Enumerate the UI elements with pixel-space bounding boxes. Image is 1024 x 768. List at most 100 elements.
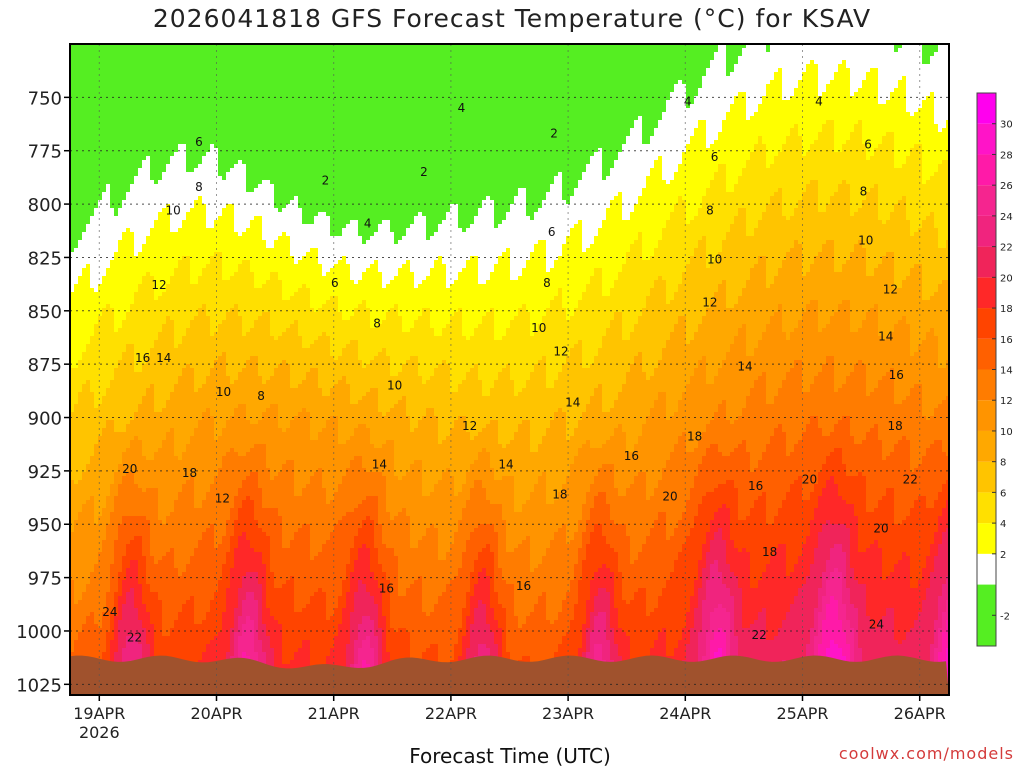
y-tick-label: 925 [28,462,62,483]
colorbar-band [977,246,996,278]
x-tick-label: 24APR [659,704,711,723]
colorbar-tick-label: 6 [1000,488,1006,499]
y-tick-label: 775 [28,142,62,163]
colorbar-band [977,584,996,646]
colorbar-band [977,185,996,216]
colorbar-tick-label: 4 [1000,519,1006,530]
contour-label: 10 [216,385,231,399]
temperature-field [70,44,949,695]
contour-label: 8 [860,184,868,198]
contour-label: 6 [548,225,556,239]
y-axis: 750 775 800 825 850 875 900 925 950 975 1000 1025 [16,88,70,696]
colorbar-tick-label: 12 [1000,396,1013,407]
contour-label: 4 [815,95,823,109]
x-axis: 19APR 20APR 21APR 22APR 23APR 24APR 25APR 26APR… [73,695,946,742]
x-tick-label: 25APR [776,704,828,723]
contour-label: 8 [257,389,265,403]
contour-label: 14 [372,457,387,471]
contour-label: 6 [864,137,872,151]
x-axis-label: Forecast Time (UTC) [0,744,1020,768]
contour-label: 18 [887,419,902,433]
contour-label: 22 [127,630,142,644]
contour-label: 24 [102,605,117,619]
x-tick-label: 20APR [190,704,242,723]
terrain-below-ground [70,655,949,695]
y-tick-label: 900 [28,409,62,430]
contour-label: 12 [702,295,717,309]
contour-label: 18 [687,430,702,444]
colorbar-band [977,338,996,370]
colorbar-tick-label: 10 [1000,427,1013,438]
contour-label: 2 [550,127,558,141]
contour-label: 20 [873,522,888,536]
colorbar-band [977,215,996,247]
contour-label: 18 [762,545,777,559]
y-tick-label: 800 [28,195,62,216]
contour-label: 14 [498,457,513,471]
contour-label: 6 [711,150,719,164]
colorbar-tick-label: 28 [1000,150,1013,161]
contour-label: 12 [151,278,166,292]
contour-label: 4 [458,101,466,115]
contour-label: 10 [387,379,402,393]
contour-label: 24 [869,618,884,632]
colorbar-tick-label: -2 [1000,611,1010,622]
contour-label: 14 [737,359,752,373]
contour-label: 10 [165,203,180,217]
contour-label: 16 [889,368,904,382]
contour-label: 4 [684,95,692,109]
contour-label: 22 [751,628,766,642]
contour-label: 10 [858,233,873,247]
contour-label: 12 [462,419,477,433]
y-tick-label: 1000 [16,622,62,643]
contour-label: 20 [122,462,137,476]
contour-label: 16 [135,351,150,365]
contour-label: 10 [707,253,722,267]
y-tick-label: 975 [28,569,62,590]
contour-label: 12 [883,282,898,296]
chart-title: 2026041818 GFS Forecast Temperature (°C)… [0,4,1024,33]
contour-label: 12 [215,492,230,506]
y-tick-label: 875 [28,355,62,376]
y-tick-label: 750 [28,88,62,109]
y-tick-label: 850 [28,302,62,323]
contour-label: 6 [331,276,339,290]
contour-label: 20 [802,472,817,486]
contour-label: 16 [624,449,639,463]
colorbar-band [977,553,996,585]
colorbar-band [977,277,996,309]
contour-label: 14 [565,396,580,410]
x-tick-label: 26APR [894,704,946,723]
contour-label: 8 [543,276,551,290]
y-tick-label: 1025 [16,675,62,696]
colorbar-band [977,400,996,431]
colorbar-tick-label: 22 [1000,243,1013,254]
colorbar-tick-label: 20 [1000,273,1013,284]
colorbar-band [977,369,996,401]
credit-text: coolwx.com/models [839,744,1014,763]
colorbar-band [977,461,996,493]
plot-frame [69,43,950,696]
colorbar-tick-label: 8 [1000,458,1006,469]
colorbar-tick-label: 30 [1000,120,1013,131]
colorbar-tick-label: 24 [1000,212,1013,223]
x-tick-label: 19APR [73,704,125,723]
x-tick-label: 21APR [308,704,360,723]
colorbar-tick-label: 2 [1000,550,1006,561]
contour-label: 16 [748,479,763,493]
contour-label: 6 [195,135,203,149]
contour-label: 8 [706,203,714,217]
contour-label: 14 [878,329,893,343]
colorbar-band [977,123,996,155]
contour-label: 18 [552,487,567,501]
contour-label: 14 [156,351,171,365]
contour-label: 20 [662,489,677,503]
y-tick-label: 825 [28,248,62,269]
colorbar-band [977,93,996,124]
colorbar-band [977,308,996,339]
colorbar-band [977,430,996,462]
colorbar-band [977,523,996,554]
colorbar-band [977,492,996,524]
